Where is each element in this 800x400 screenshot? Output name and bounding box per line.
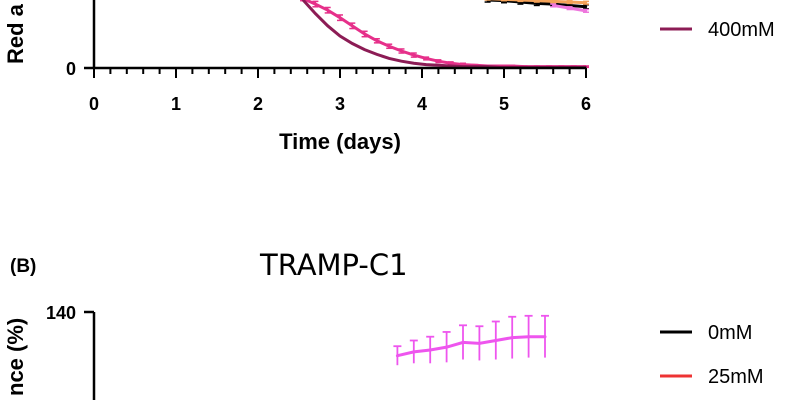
panel-b-plot-area <box>393 314 549 366</box>
data-point <box>477 341 481 345</box>
panel-b-y-axis-title: nce (%) <box>3 318 28 396</box>
data-point <box>437 64 440 67</box>
panel-a-x-tick-label: 3 <box>335 94 345 114</box>
data-point <box>510 336 514 340</box>
data-point <box>584 1 588 4</box>
data-point <box>584 9 588 13</box>
series-400mM <box>301 0 588 69</box>
data-point <box>314 12 317 15</box>
panel-b-legend: 0mM 25mM <box>660 322 764 388</box>
data-point <box>351 42 354 45</box>
data-point <box>552 0 555 3</box>
legend-label-400mM: 400mM <box>708 19 775 41</box>
panel-a-x-ticks: 0 1 2 3 4 5 6 <box>89 68 591 114</box>
data-point <box>584 5 588 8</box>
panel-a-legend: 400mM <box>660 19 775 41</box>
panel-a-x-tick-label: 5 <box>499 94 509 114</box>
series-400mM-high-pink <box>550 3 589 13</box>
series-25mM <box>484 0 589 5</box>
data-point <box>338 34 342 38</box>
data-point <box>449 62 452 65</box>
data-point <box>437 60 440 63</box>
legend-label-0mM: 0mM <box>708 322 752 344</box>
data-point <box>424 57 428 60</box>
data-point <box>351 24 354 28</box>
data-point <box>400 49 403 53</box>
series-line <box>302 0 586 69</box>
data-point <box>535 0 538 2</box>
data-point <box>428 348 432 352</box>
data-point <box>543 335 547 339</box>
data-point <box>568 0 571 4</box>
data-point <box>494 339 498 342</box>
panel-b-axes: 140 <box>46 303 96 400</box>
data-point <box>424 63 428 66</box>
data-point <box>568 4 571 7</box>
data-point <box>412 350 416 354</box>
legend-label-25mM: 25mM <box>708 366 764 388</box>
panel-b-chart: (B) TRAMP-C1 nce (%) 140 0mM 25mM <box>3 248 764 400</box>
panel-b-label: (B) <box>10 256 36 277</box>
data-point <box>301 0 305 2</box>
data-point <box>449 64 452 68</box>
data-point <box>552 4 555 7</box>
data-point <box>412 62 415 65</box>
panel-a-x-tick-label: 4 <box>417 94 427 114</box>
panel-a-chart: Red a 0 0 1 2 3 4 5 6 Time (days) 400mM <box>3 0 775 154</box>
data-point <box>503 0 505 1</box>
data-point <box>338 16 342 19</box>
data-point <box>375 53 379 56</box>
data-point <box>461 340 465 344</box>
data-point <box>568 6 571 10</box>
panel-a-x-axis-title: Time (days) <box>279 129 401 154</box>
data-point <box>519 0 522 2</box>
panel-a-y-axis-title: Red a <box>3 3 28 64</box>
data-point <box>314 2 317 6</box>
panel-b-title: TRAMP-C1 <box>259 248 408 282</box>
data-point <box>527 335 531 339</box>
panel-a-x-tick-label: 6 <box>581 94 591 114</box>
data-point <box>363 32 366 36</box>
panel-a-x-tick-label: 0 <box>89 94 99 114</box>
data-point <box>412 53 415 57</box>
panel-a-x-tick-label: 1 <box>171 94 181 114</box>
data-point <box>326 9 329 12</box>
panel-b-y-tick-label-140: 140 <box>46 303 76 323</box>
data-point <box>395 354 399 358</box>
series-pink <box>300 0 589 69</box>
panel-a-axes: 0 <box>66 0 586 79</box>
data-point <box>363 48 366 51</box>
data-point <box>388 45 391 48</box>
panel-a-y-tick-label-0: 0 <box>66 59 76 79</box>
data-point <box>388 57 391 60</box>
data-point <box>535 2 538 5</box>
data-point <box>400 60 403 63</box>
series-magenta <box>393 314 549 366</box>
series-line <box>397 335 545 358</box>
panel-a-x-tick-label: 2 <box>253 94 263 114</box>
panel-a-plot-area <box>300 0 589 69</box>
data-point <box>326 24 329 28</box>
series-line <box>301 0 586 69</box>
data-point <box>375 39 379 42</box>
data-point <box>445 345 449 349</box>
